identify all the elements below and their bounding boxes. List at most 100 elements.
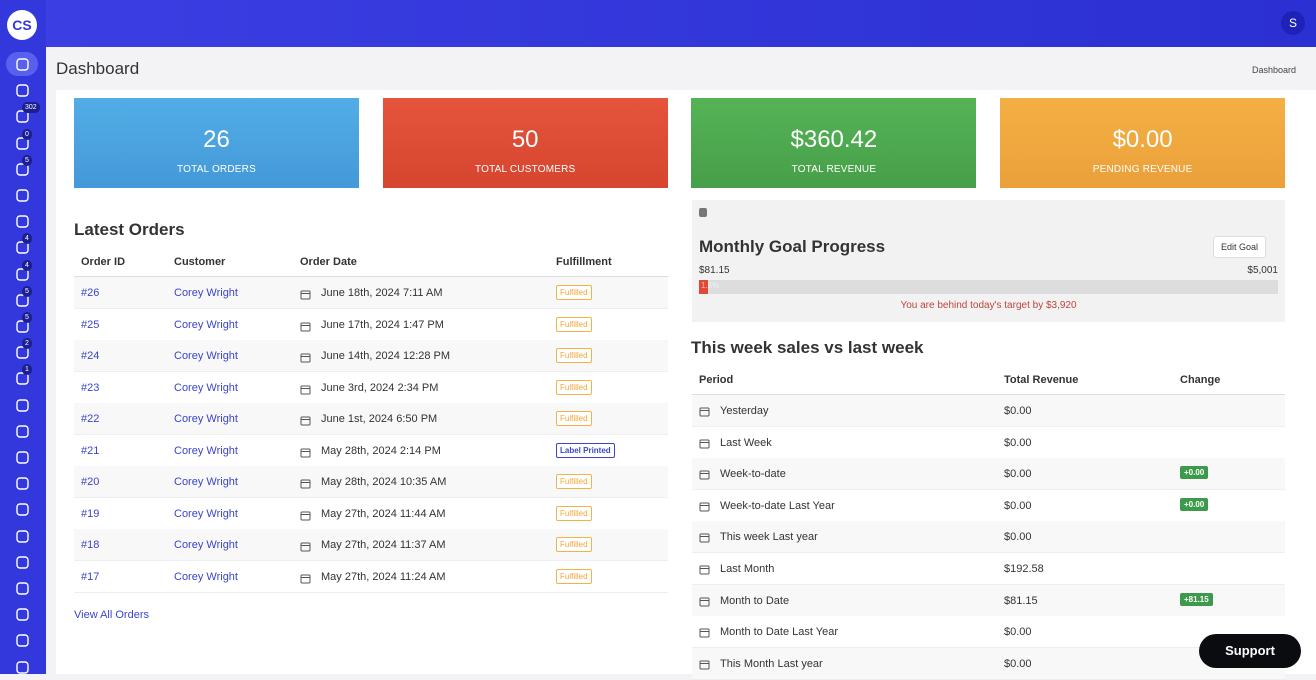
order-id[interactable]: #25: [81, 318, 100, 331]
nav-icon[interactable]: [15, 555, 30, 570]
customer-name[interactable]: Corey Wright: [174, 318, 238, 331]
nav-badge: 4: [22, 233, 32, 245]
fulfillment-status: Fulfilled: [556, 568, 592, 584]
breadcrumb[interactable]: Dashboard: [1252, 65, 1297, 75]
order-id[interactable]: #19: [81, 507, 100, 520]
stat-value: $360.42: [790, 126, 878, 153]
nav-icon[interactable]: [15, 660, 30, 675]
fulfillment-status: Fulfilled: [556, 537, 592, 552]
nav-icon[interactable]: [15, 83, 30, 98]
stat-value: $0.00: [1112, 126, 1173, 153]
order-id[interactable]: #17: [81, 570, 100, 583]
nav-icon[interactable]: [15, 476, 30, 491]
customer-name[interactable]: Corey Wright: [174, 476, 238, 488]
fulfillment-status: Fulfilled: [556, 285, 592, 300]
view-all-link[interactable]: View All Orders: [74, 609, 149, 621]
stat-label: TOTAL REVENUE: [791, 164, 877, 175]
calendar-icon: [699, 467, 710, 480]
nav-icon[interactable]: [15, 502, 30, 517]
period: Yesterday: [720, 405, 769, 417]
calendar-icon: [300, 508, 311, 520]
table-row: [692, 616, 1285, 649]
customer-name[interactable]: Corey Wright: [174, 413, 238, 425]
period: Month to Date Last Year: [720, 626, 839, 639]
nav-badge: 0: [22, 128, 32, 140]
nav-icon[interactable]: [15, 450, 30, 465]
stat-value: 26: [203, 126, 230, 153]
order-date: May 27th, 2024 11:44 AM: [321, 507, 446, 520]
change-badge: +0.00: [1180, 497, 1209, 511]
order-id[interactable]: #18: [81, 539, 100, 551]
table-row: [692, 521, 1285, 554]
support-button[interactable]: Support: [1199, 634, 1301, 668]
nav-icon[interactable]: [15, 607, 30, 622]
table-row: [692, 553, 1285, 585]
stat-card: 50 TOTAL CUSTOMERS: [382, 98, 668, 188]
nav-icon[interactable]: [15, 188, 30, 203]
total-revenue: $0.00: [1004, 626, 1032, 639]
order-date: June 14th, 2024 12:28 PM: [321, 350, 451, 362]
column-header: Order ID: [81, 256, 126, 268]
stat-label: TOTAL CUSTOMERS: [474, 164, 576, 175]
customer-name[interactable]: Corey Wright: [174, 287, 238, 299]
nav-icon[interactable]: [15, 214, 30, 229]
fulfillment-status: Fulfilled: [556, 348, 592, 363]
order-id[interactable]: #22: [81, 413, 100, 425]
section-title: Latest Orders: [74, 220, 185, 239]
section-title: This week sales vs last week: [691, 338, 924, 357]
calendar-icon: [300, 413, 311, 426]
order-date: June 3rd, 2024 2:34 PM: [321, 381, 439, 394]
edit-goal-button[interactable]: Edit Goal: [1213, 236, 1267, 258]
period: Month to Date: [720, 594, 790, 607]
customer-name[interactable]: Corey Wright: [174, 444, 238, 457]
calendar-icon: [300, 382, 311, 394]
total-revenue: $0.00: [1004, 436, 1032, 449]
period: Week-to-date Last Year: [720, 499, 835, 512]
column-header: Change: [1180, 374, 1221, 386]
order-id[interactable]: #23: [81, 381, 100, 394]
nav-icon[interactable]: [15, 109, 30, 124]
calendar-icon: [699, 530, 710, 543]
calendar-icon: [699, 625, 710, 638]
total-revenue: $0.00: [1004, 405, 1032, 417]
nav-icon[interactable]: [15, 424, 30, 439]
fulfillment-status: Fulfilled: [556, 505, 592, 521]
nav-badge: 2: [22, 338, 32, 350]
total-revenue: $0.00: [1004, 531, 1032, 544]
logo[interactable]: CS: [7, 10, 37, 40]
progress-track: 1.6%: [699, 280, 1278, 294]
nav-icon[interactable]: [15, 581, 30, 596]
period: This Month Last year: [720, 657, 823, 670]
nav-icon[interactable]: [15, 529, 30, 544]
column-header: Order Date: [300, 256, 357, 268]
calendar-icon: [699, 436, 710, 449]
customer-name[interactable]: Corey Wright: [174, 350, 238, 362]
stat-card: 26 TOTAL ORDERS: [74, 98, 359, 188]
order-id[interactable]: #26: [81, 287, 100, 299]
user-avatar[interactable]: S: [1281, 11, 1305, 35]
calendar-icon: [300, 287, 311, 300]
order-id[interactable]: #24: [81, 350, 100, 362]
order-id[interactable]: #20: [81, 476, 100, 488]
change-badge: +0.00: [1180, 466, 1209, 480]
nav-icon[interactable]: [15, 398, 30, 413]
nav-icon[interactable]: [15, 633, 30, 648]
nav-badge: 302: [22, 102, 40, 114]
order-id[interactable]: #21: [81, 444, 100, 457]
customer-name[interactable]: Corey Wright: [174, 507, 238, 520]
fulfillment-status: Fulfilled: [556, 411, 592, 426]
order-date: June 17th, 2024 1:47 PM: [321, 318, 444, 331]
goal-current: $81.15: [699, 265, 730, 276]
progress-fill: [699, 280, 709, 294]
total-revenue: $0.00: [1004, 468, 1032, 481]
period: Week-to-date: [720, 468, 786, 481]
active-nav: [6, 52, 38, 76]
total-revenue: $81.15: [1004, 594, 1038, 607]
lock-icon: [699, 208, 707, 217]
customer-name[interactable]: Corey Wright: [174, 381, 238, 394]
customer-name[interactable]: Corey Wright: [174, 539, 238, 551]
goal-panel: Monthly Goal Progress Edit Goal $81.15 $5,0…: [692, 200, 1285, 322]
nav-icon[interactable]: [15, 57, 30, 72]
nav-badge: 5: [22, 154, 32, 166]
customer-name[interactable]: Corey Wright: [174, 570, 238, 583]
